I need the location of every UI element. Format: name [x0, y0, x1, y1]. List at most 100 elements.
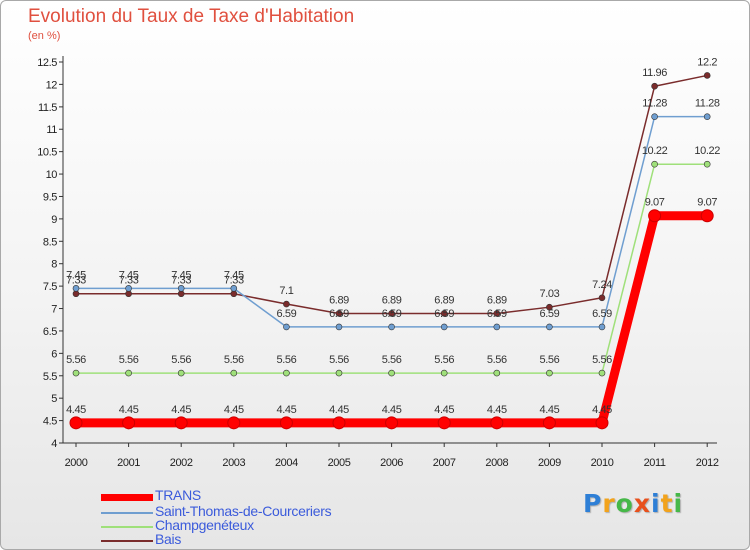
data-point-trans	[700, 209, 714, 223]
data-label-saint-thomas: 7.45	[66, 269, 86, 281]
data-point-bais	[703, 72, 711, 79]
data-label-saint-thomas: 6.59	[329, 308, 349, 320]
data-point-bais	[651, 82, 658, 90]
data-point-saint-thomas	[388, 323, 395, 331]
data-label-trans: 4.45	[539, 404, 559, 416]
data-point-champgeneteux	[283, 369, 290, 377]
data-point-champgeneteux	[546, 369, 553, 377]
data-label-champgeneteux: 5.56	[329, 354, 349, 366]
logo-letter: i	[651, 489, 661, 518]
data-point-trans	[490, 416, 504, 430]
y-tick-label: 7.5	[43, 281, 57, 293]
legend-swatch-saint-thomas	[101, 512, 153, 514]
data-label-bais: 11.96	[642, 67, 667, 79]
y-tick-label: 11.5	[38, 102, 57, 114]
legend-label-bais: Bais	[155, 531, 182, 547]
data-label-champgeneteux: 5.56	[276, 354, 296, 366]
data-label-saint-thomas: 6.59	[382, 308, 402, 320]
data-point-trans	[437, 416, 451, 430]
data-point-bais	[283, 300, 290, 308]
data-point-trans	[595, 416, 609, 430]
data-label-bais: 7.1	[279, 285, 293, 297]
data-point-trans	[69, 416, 83, 430]
y-tick-label: 10.5	[37, 147, 57, 159]
x-tick-label: 2001	[117, 457, 140, 469]
legend-swatch-champgeneteux	[101, 526, 153, 528]
data-point-bais	[598, 294, 606, 302]
data-label-champgeneteux: 5.56	[171, 354, 191, 366]
data-point-saint-thomas	[703, 113, 711, 120]
x-tick-label: 2006	[380, 457, 403, 469]
data-point-saint-thomas	[651, 113, 658, 120]
data-label-trans: 4.45	[592, 404, 612, 416]
data-point-saint-thomas	[598, 323, 606, 331]
data-label-champgeneteux: 10.22	[694, 145, 720, 157]
y-tick-label: 8.5	[43, 236, 57, 248]
data-label-bais: 7.33	[119, 275, 139, 287]
x-tick-label: 2003	[222, 457, 245, 469]
data-label-saint-thomas: 6.59	[434, 308, 454, 320]
data-label-bais: 6.89	[434, 294, 454, 306]
data-label-trans: 4.45	[276, 404, 296, 416]
data-label-champgeneteux: 5.56	[434, 354, 454, 366]
x-tick-label: 2002	[170, 457, 193, 469]
y-tick-label: 4	[51, 438, 57, 450]
logo-letter: r	[602, 489, 616, 518]
y-tick-label: 8	[51, 259, 57, 271]
data-point-saint-thomas	[230, 285, 238, 292]
data-point-champgeneteux	[177, 369, 185, 377]
data-label-champgeneteux: 5.56	[539, 354, 559, 366]
data-point-champgeneteux	[651, 160, 658, 168]
data-label-trans: 4.45	[434, 404, 454, 416]
x-tick-label: 2005	[328, 457, 351, 469]
data-point-bais	[335, 310, 343, 317]
y-tick-label: 7	[51, 304, 57, 316]
data-label-bais: 7.33	[66, 275, 86, 287]
y-tick-label: 6	[51, 348, 57, 360]
logo-letter: o	[615, 489, 634, 518]
data-point-trans	[174, 416, 188, 430]
data-label-saint-thomas: 11.28	[695, 98, 720, 110]
legend-swatch-bais	[101, 540, 153, 542]
data-label-bais: 7.24	[592, 279, 612, 291]
data-label-saint-thomas: 6.59	[539, 308, 559, 320]
data-point-bais	[388, 310, 395, 317]
y-tick-label: 12.5	[37, 57, 57, 69]
data-point-saint-thomas	[72, 285, 80, 292]
logo-letter: P	[583, 489, 603, 518]
y-tick-label: 9	[51, 214, 57, 226]
data-point-trans	[648, 209, 662, 223]
x-tick-label: 2004	[275, 457, 298, 469]
data-point-champgeneteux	[72, 369, 80, 377]
data-label-bais: 7.03	[539, 288, 559, 300]
data-point-champgeneteux	[598, 369, 606, 377]
y-tick-label: 11	[46, 124, 57, 136]
data-label-bais: 7.33	[224, 275, 244, 287]
data-point-trans	[385, 416, 399, 430]
data-point-saint-thomas	[283, 323, 290, 331]
chart-title: Evolution du Taux de Taxe d'Habitation	[28, 6, 355, 27]
legend-swatch-trans	[101, 494, 153, 501]
proxiti-logo: Proxiti	[583, 489, 683, 518]
data-label-trans: 9.07	[645, 197, 665, 209]
data-label-saint-thomas: 7.45	[224, 269, 244, 281]
x-tick-label: 2011	[644, 457, 666, 469]
legend-label-saint-thomas: Saint-Thomas-de-Courceriers	[155, 503, 332, 519]
data-point-saint-thomas	[335, 323, 343, 331]
data-label-trans: 9.07	[697, 197, 717, 209]
data-point-champgeneteux	[230, 369, 238, 377]
data-label-bais: 6.89	[382, 294, 402, 306]
data-point-trans	[279, 416, 293, 430]
data-point-champgeneteux	[493, 369, 501, 377]
data-label-bais: 7.33	[171, 275, 191, 287]
x-tick-label: 2008	[485, 457, 508, 469]
data-point-champgeneteux	[440, 369, 448, 377]
data-label-champgeneteux: 5.56	[487, 354, 507, 366]
data-point-trans	[227, 416, 241, 430]
data-point-bais	[440, 310, 448, 317]
logo-letter: x	[633, 489, 651, 518]
y-tick-label: 9.5	[43, 191, 57, 203]
chart-unit-label: (en %)	[28, 30, 61, 42]
data-label-champgeneteux: 10.22	[642, 145, 668, 157]
